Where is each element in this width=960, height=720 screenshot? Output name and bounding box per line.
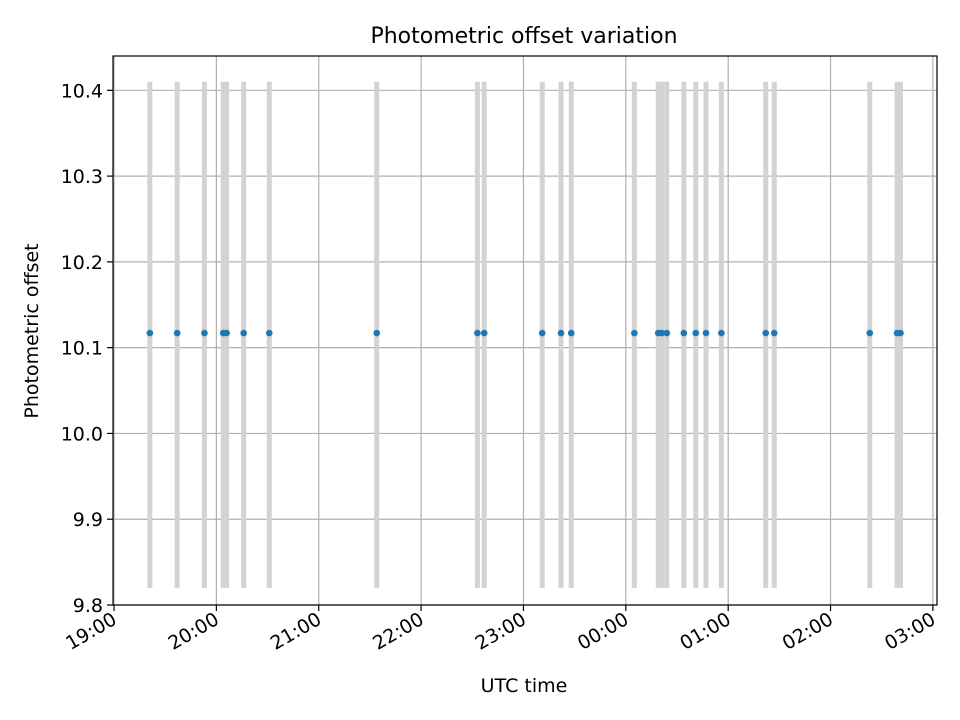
y-tick-label: 10.3 (61, 166, 103, 188)
data-point (663, 329, 671, 337)
data-point (173, 329, 181, 337)
data-point (557, 329, 565, 337)
y-tick-label: 9.9 (73, 509, 103, 531)
x-tick-label: 00:00 (574, 608, 632, 654)
data-point (762, 329, 770, 337)
x-tick-label: 23:00 (472, 608, 530, 654)
plot-frame (112, 55, 938, 606)
x-tick-label: 22:00 (369, 608, 427, 654)
x-tick-label: 20:00 (164, 608, 222, 654)
data-point (631, 329, 638, 337)
y-axis-label: Photometric offset (21, 243, 43, 418)
data-point (480, 329, 488, 337)
x-tick-label: 03:00 (881, 608, 939, 654)
data-point (692, 329, 700, 337)
data-point (680, 329, 688, 337)
data-point (702, 329, 710, 337)
x-tick-label: 02:00 (779, 608, 837, 654)
data-point (770, 329, 778, 337)
y-tick-label: 10.4 (61, 80, 103, 102)
y-tick-label: 9.8 (73, 595, 103, 617)
data-point (240, 329, 247, 337)
x-tick-label: 01:00 (676, 608, 734, 654)
grid-lines (113, 56, 937, 606)
data-point (897, 329, 904, 337)
chart-title: Photometric offset variation (370, 24, 677, 49)
data-point (474, 329, 481, 337)
y-tick-label: 10.2 (61, 252, 103, 274)
data-point (658, 329, 665, 337)
y-axis-ticks: 9.8 9.9 10.0 10.1 10.2 10.3 10.4 (61, 80, 113, 617)
data-points (146, 329, 904, 337)
data-point (223, 329, 230, 337)
data-point (567, 329, 575, 337)
data-point (538, 329, 546, 337)
data-point (146, 329, 154, 337)
error-bars (147, 81, 903, 588)
data-point (373, 329, 381, 337)
data-point (866, 329, 874, 337)
data-point (718, 329, 725, 337)
y-tick-label: 10.1 (61, 338, 103, 360)
x-tick-label: 21:00 (267, 608, 325, 654)
y-tick-label: 10.0 (61, 423, 103, 445)
data-point (201, 329, 208, 337)
data-point (265, 329, 273, 337)
x-axis-ticks: 19:00 20:00 21:00 22:00 23:00 00:00 01:00 02:00… (62, 605, 939, 655)
x-axis-label: UTC time (481, 675, 568, 697)
